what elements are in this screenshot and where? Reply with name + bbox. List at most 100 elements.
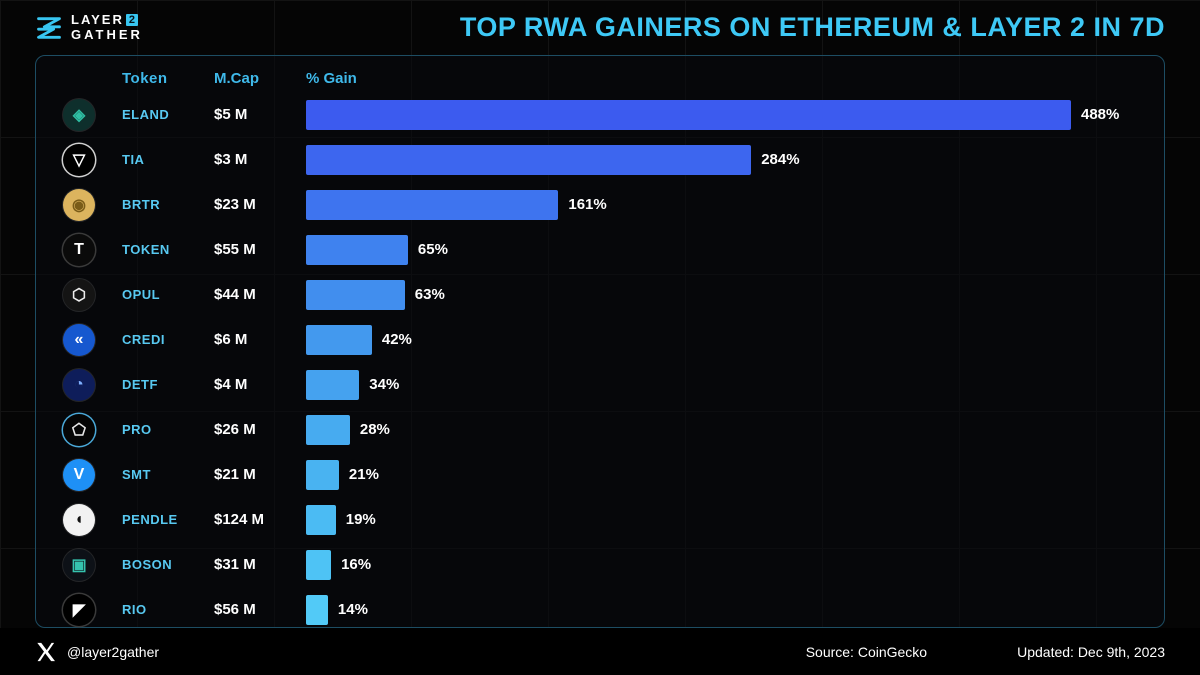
gain-label: 65% [417, 241, 448, 258]
gain-bar [306, 324, 372, 355]
token-label: CREDI [122, 332, 165, 347]
token-label: ELAND [122, 107, 170, 122]
token-icon: ◖ [63, 503, 95, 536]
gain-label: 63% [414, 286, 445, 303]
column-header-mcap: M.Cap [214, 69, 259, 87]
token-icon: ◈ [63, 98, 95, 131]
gain-label: 21% [348, 466, 379, 483]
gain-label: 14% [337, 601, 368, 618]
brand-line1: LAYER 2 [71, 12, 143, 27]
token-icon-glyph: ◤ [72, 601, 86, 619]
token-label: OPUL [122, 287, 161, 302]
column-header-token: Token [122, 69, 168, 87]
gain-label: 19% [345, 511, 376, 528]
gain-bar [306, 279, 405, 310]
gain-bar [306, 414, 350, 445]
page-title: TOP RWA GAINERS ON ETHEREUM & LAYER 2 IN… [459, 12, 1165, 42]
mcap-value: $5 M [214, 106, 248, 123]
token-label: RIO [122, 602, 147, 617]
mcap-value: $26 M [214, 421, 256, 438]
column-header-gain: % Gain [306, 69, 357, 87]
token-icon-glyph: ▣ [71, 556, 87, 574]
mcap-value: $44 M [214, 286, 256, 303]
table-row: ⬠ PRO $26 M 28% [36, 407, 1164, 452]
token-label: PENDLE [122, 512, 178, 527]
brand-badge: 2 [125, 14, 138, 27]
token-label: SMT [122, 467, 151, 482]
token-label: DETF [122, 377, 158, 392]
token-icon: ▣ [63, 548, 95, 581]
token-label: BRTR [122, 197, 161, 212]
token-icon: ◤ [63, 593, 95, 626]
token-icon: ◔ [63, 368, 95, 401]
mcap-value: $4 M [214, 376, 248, 393]
table-row: ◉ BRTR $23 M 161% [36, 182, 1164, 227]
token-icon-glyph: ◉ [72, 196, 86, 214]
table-row: ◖ PENDLE $124 M 19% [36, 497, 1164, 542]
mcap-value: $31 M [214, 556, 256, 573]
chart-panel: Token M.Cap % Gain ◈ ELAND $5 M 488% ▽ T… [35, 55, 1165, 628]
table-row: ◤ RIO $56 M 14% [36, 587, 1164, 632]
gain-bar [306, 369, 360, 400]
table-row: ◔ DETF $4 M 34% [36, 362, 1164, 407]
token-label: TOKEN [122, 242, 170, 257]
token-icon-glyph: ◖ [74, 510, 84, 528]
gain-label: 161% [568, 196, 607, 213]
gain-bar [306, 594, 328, 625]
gain-bar [306, 99, 1071, 130]
mcap-value: $23 M [214, 196, 256, 213]
gain-bar [306, 234, 408, 265]
updated-text: Updated: Dec 9th, 2023 [1017, 643, 1165, 660]
mcap-value: $21 M [214, 466, 256, 483]
gain-label: 16% [341, 556, 372, 573]
token-icon-glyph: ◔ [74, 375, 84, 393]
gain-bar [306, 459, 339, 490]
table-row: ⬡ OPUL $44 M 63% [36, 272, 1164, 317]
token-icon: ▽ [63, 143, 95, 176]
handle-text: @layer2gather [67, 643, 160, 660]
gain-label: 488% [1081, 106, 1120, 123]
mcap-value: $56 M [214, 601, 256, 618]
footer: @layer2gather Source: CoinGecko Updated:… [0, 628, 1200, 675]
token-icon-glyph: « [74, 330, 84, 348]
mcap-value: $6 M [214, 331, 248, 348]
table-row: ◈ ELAND $5 M 488% [36, 92, 1164, 137]
token-icon-glyph: ◈ [72, 106, 86, 124]
mcap-value: $124 M [214, 511, 265, 528]
token-icon: V [63, 458, 95, 491]
column-header-row: Token M.Cap % Gain [36, 64, 1164, 92]
table-row: V SMT $21 M 21% [36, 452, 1164, 497]
table-row: « CREDI $6 M 42% [36, 317, 1164, 362]
token-icon-glyph: T [74, 240, 84, 258]
token-icon-glyph: V [73, 465, 85, 483]
mcap-value: $3 M [214, 151, 248, 168]
token-icon: ⬠ [63, 413, 95, 446]
x-twitter-icon [35, 641, 57, 663]
gain-bar [306, 549, 332, 580]
gain-bar [306, 144, 752, 175]
brand-logo: LAYER 2 GATHER [35, 12, 143, 42]
token-icon-glyph: ▽ [72, 151, 86, 169]
token-label: TIA [122, 152, 145, 167]
gain-label: 42% [381, 331, 412, 348]
token-icon: « [63, 323, 95, 356]
table-row: ▣ BOSON $31 M 16% [36, 542, 1164, 587]
table-row: ▽ TIA $3 M 284% [36, 137, 1164, 182]
gain-label: 28% [359, 421, 390, 438]
token-label: BOSON [122, 557, 173, 572]
header: LAYER 2 GATHER TOP RWA GAINERS ON ETHEREU… [0, 0, 1200, 55]
token-icon: ⬡ [63, 278, 95, 311]
gain-bar [306, 189, 559, 220]
gain-label: 34% [369, 376, 400, 393]
token-icon-glyph: ⬠ [72, 421, 86, 439]
gain-label: 284% [761, 151, 800, 168]
mcap-value: $55 M [214, 241, 256, 258]
source-text: Source: CoinGecko [805, 643, 928, 660]
brand-line2: GATHER [71, 26, 143, 42]
layer2gather-logo-icon [35, 14, 63, 42]
token-icon-glyph: ⬡ [72, 286, 86, 304]
token-icon: ◉ [63, 188, 95, 221]
token-icon: T [63, 233, 95, 266]
gain-bar [306, 504, 336, 535]
table-row: T TOKEN $55 M 65% [36, 227, 1164, 272]
